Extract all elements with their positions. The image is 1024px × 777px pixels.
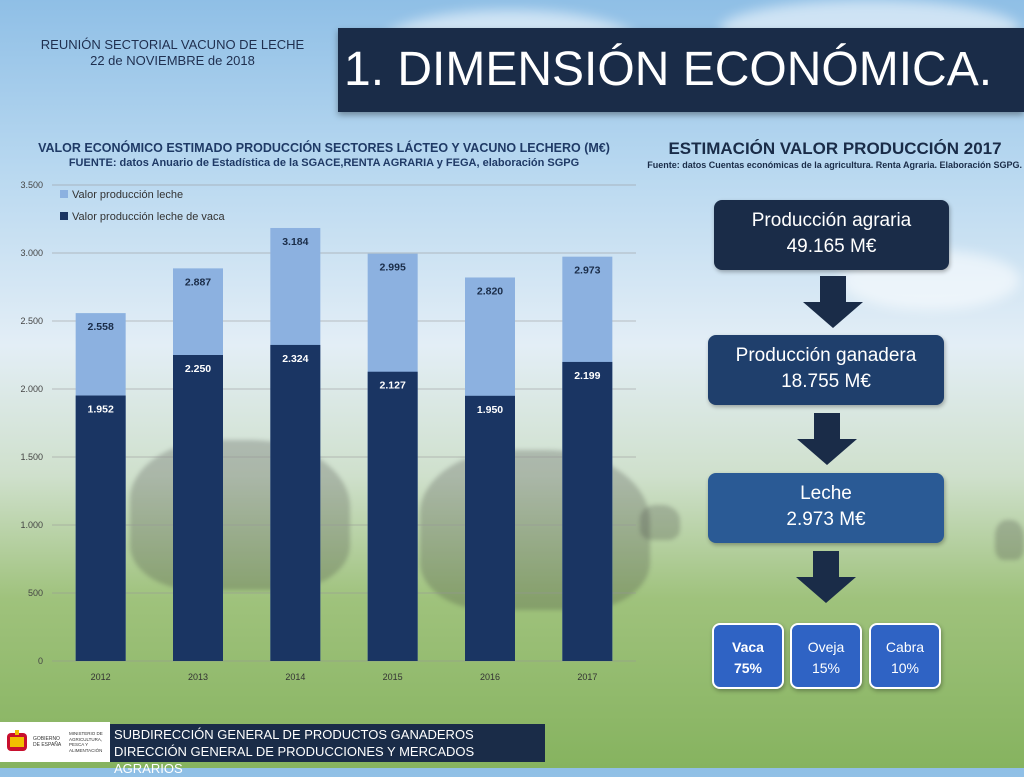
- legend-swatch: [60, 190, 68, 198]
- flow-value: 18.755 M€: [781, 371, 871, 392]
- flow-value: 49.165 M€: [786, 236, 877, 257]
- y-tick-label: 3.000: [20, 248, 43, 258]
- split-box-goat: Cabra 10%: [869, 623, 941, 689]
- y-tick-label: 2.500: [20, 316, 43, 326]
- government-logo: GOBIERNO DE ESPAÑA MINISTERIO DE AGRICUL…: [0, 722, 110, 762]
- split-label: Oveja: [807, 639, 845, 655]
- coat-of-arms-icon: [7, 730, 27, 751]
- stacked-bar-chart: 0 500 1.000 1.500 2.000 2.500 3.000 3.500 2.558 1…: [20, 180, 636, 682]
- data-label-total: 2.887: [185, 276, 211, 288]
- flow-label: Producción ganadera: [735, 345, 917, 366]
- down-arrow-icon: [796, 551, 856, 603]
- estimation-source: Fuente: datos Cuentas económicas de la a…: [647, 160, 1022, 170]
- background-cow: [640, 505, 680, 540]
- x-tick-label: 2017: [577, 672, 597, 682]
- slide-title: 1. DIMENSIÓN ECONÓMICA.: [338, 28, 1024, 112]
- bar-cow-milk: [465, 395, 515, 661]
- footer-directorate: SUBDIRECCIÓN GENERAL DE PRODUCTOS GANADE…: [110, 724, 545, 776]
- data-label-cow: 2.127: [380, 380, 406, 392]
- legend-label: Valor producción leche de vaca: [72, 211, 226, 223]
- y-tick-label: 500: [28, 588, 43, 598]
- bar-cow-milk: [562, 361, 613, 661]
- data-label-total: 2.820: [477, 285, 503, 297]
- split-box-cow: Vaca 75%: [712, 623, 784, 689]
- y-tick-label: 2.000: [20, 384, 43, 394]
- background-cow: [995, 520, 1024, 560]
- x-tick-label: 2012: [91, 672, 111, 682]
- y-tick-label: 1.500: [20, 452, 43, 462]
- flow-box-milk: Leche 2.973 M€: [708, 473, 944, 543]
- y-tick-label: 3.500: [20, 180, 43, 190]
- x-tick-label: 2015: [383, 672, 403, 682]
- data-label-total: 2.973: [574, 265, 600, 277]
- down-arrow-icon: [803, 276, 863, 328]
- flow-label: Leche: [800, 483, 852, 504]
- data-label-cow: 1.952: [88, 404, 114, 416]
- data-label-cow: 2.250: [185, 363, 211, 375]
- legend-swatch: [60, 212, 68, 220]
- x-tick-label: 2013: [188, 672, 208, 682]
- meeting-title: REUNIÓN SECTORIAL VACUNO DE LECHE: [40, 37, 305, 52]
- flow-box-agricultural-production: Producción agraria 49.165 M€: [714, 200, 949, 270]
- split-value: 75%: [733, 660, 763, 676]
- x-tick-label: 2016: [480, 672, 500, 682]
- chart-source: FUENTE: datos Anuario de Estadística de …: [68, 157, 580, 169]
- split-value: 10%: [890, 660, 920, 676]
- split-box-sheep: Oveja 15%: [790, 623, 862, 689]
- bar-cow-milk: [75, 395, 126, 661]
- y-tick-label: 0: [38, 656, 43, 666]
- data-label-total: 2.995: [380, 262, 406, 274]
- down-arrow-icon: [797, 413, 857, 465]
- data-label-cow: 1.950: [477, 404, 503, 416]
- data-label-total: 2.558: [88, 321, 114, 333]
- bar-cow-milk: [270, 344, 321, 661]
- flow-label: Producción agraria: [751, 210, 912, 231]
- split-label: Vaca: [732, 639, 764, 655]
- split-value: 15%: [811, 660, 841, 676]
- logo-text-government: GOBIERNO DE ESPAÑA: [33, 736, 62, 748]
- data-label-cow: 2.324: [282, 353, 308, 365]
- bar-cow-milk: [367, 371, 418, 661]
- footer-line-2: DIRECCIÓN GENERAL DE PRODUCCIONES Y MERC…: [114, 744, 475, 776]
- estimation-title: ESTIMACIÓN VALOR PRODUCCIÓN 2017: [668, 139, 1002, 158]
- y-tick-label: 1.000: [20, 520, 43, 530]
- flow-value: 2.973 M€: [786, 509, 866, 530]
- meeting-date: 22 de NOVIEMBRE de 2018: [90, 53, 255, 68]
- bar-cow-milk: [173, 355, 223, 661]
- split-label: Cabra: [885, 639, 925, 655]
- flow-box-livestock-production: Producción ganadera 18.755 M€: [708, 335, 944, 405]
- logo-text-ministry: MINISTERIO DE AGRICULTURA, PESCA Y ALIME…: [69, 731, 103, 753]
- data-label-cow: 2.199: [574, 370, 600, 382]
- footer-line-1: SUBDIRECCIÓN GENERAL DE PRODUCTOS GANADE…: [114, 727, 474, 742]
- data-label-total: 3.184: [282, 236, 308, 248]
- meeting-header: REUNIÓN SECTORIAL VACUNO DE LECHE 22 de …: [30, 37, 315, 69]
- x-tick-label: 2014: [285, 672, 305, 682]
- chart-title: VALOR ECONÓMICO ESTIMADO PRODUCCIÓN SECT…: [38, 141, 610, 155]
- legend-label: Valor producción leche: [72, 189, 183, 201]
